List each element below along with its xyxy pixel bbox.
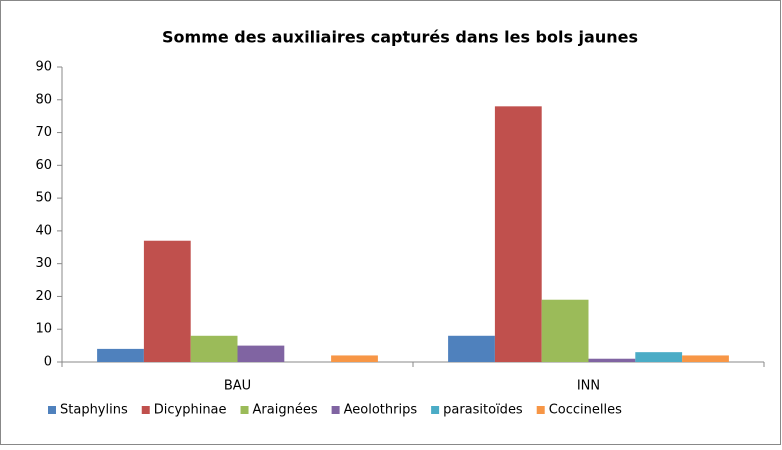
bar xyxy=(190,335,238,362)
legend-label: Araignées xyxy=(253,403,318,418)
y-tick-label: 80 xyxy=(35,92,52,107)
bar xyxy=(588,358,636,362)
y-tick-label: 70 xyxy=(35,125,52,140)
bar xyxy=(143,240,191,362)
bar xyxy=(97,348,144,362)
x-tick-label: INN xyxy=(577,379,600,394)
legend-swatch xyxy=(536,406,545,414)
legend-swatch xyxy=(431,406,440,414)
y-tick-label: 0 xyxy=(44,355,52,370)
legend-label: Dicyphinae xyxy=(154,403,227,418)
bar xyxy=(331,355,378,362)
legend-label: Staphylins xyxy=(60,403,128,418)
legend-swatch xyxy=(141,406,150,414)
y-tick-label: 40 xyxy=(35,223,52,238)
y-tick-label: 50 xyxy=(35,191,52,206)
x-tick-label: BAU xyxy=(224,379,251,394)
y-tick-label: 90 xyxy=(35,60,52,75)
y-tick-label: 60 xyxy=(35,158,52,173)
y-tick-label: 20 xyxy=(35,289,52,304)
legend-label: Aeolothrips xyxy=(344,403,418,418)
y-tick-label: 10 xyxy=(35,322,52,337)
bar xyxy=(237,345,285,362)
legend-label: parasitoïdes xyxy=(443,403,523,418)
bar xyxy=(682,355,729,362)
chart-title: Somme des auxiliaires capturés dans les … xyxy=(162,28,638,47)
legend-label: Coccinelles xyxy=(549,403,622,418)
bar xyxy=(494,106,542,362)
bar xyxy=(635,352,683,362)
bar xyxy=(448,335,495,362)
bar xyxy=(541,299,589,362)
legend-swatch xyxy=(331,406,340,414)
y-tick-label: 30 xyxy=(35,256,52,271)
legend-swatch xyxy=(240,406,249,414)
legend-swatch xyxy=(48,406,56,414)
